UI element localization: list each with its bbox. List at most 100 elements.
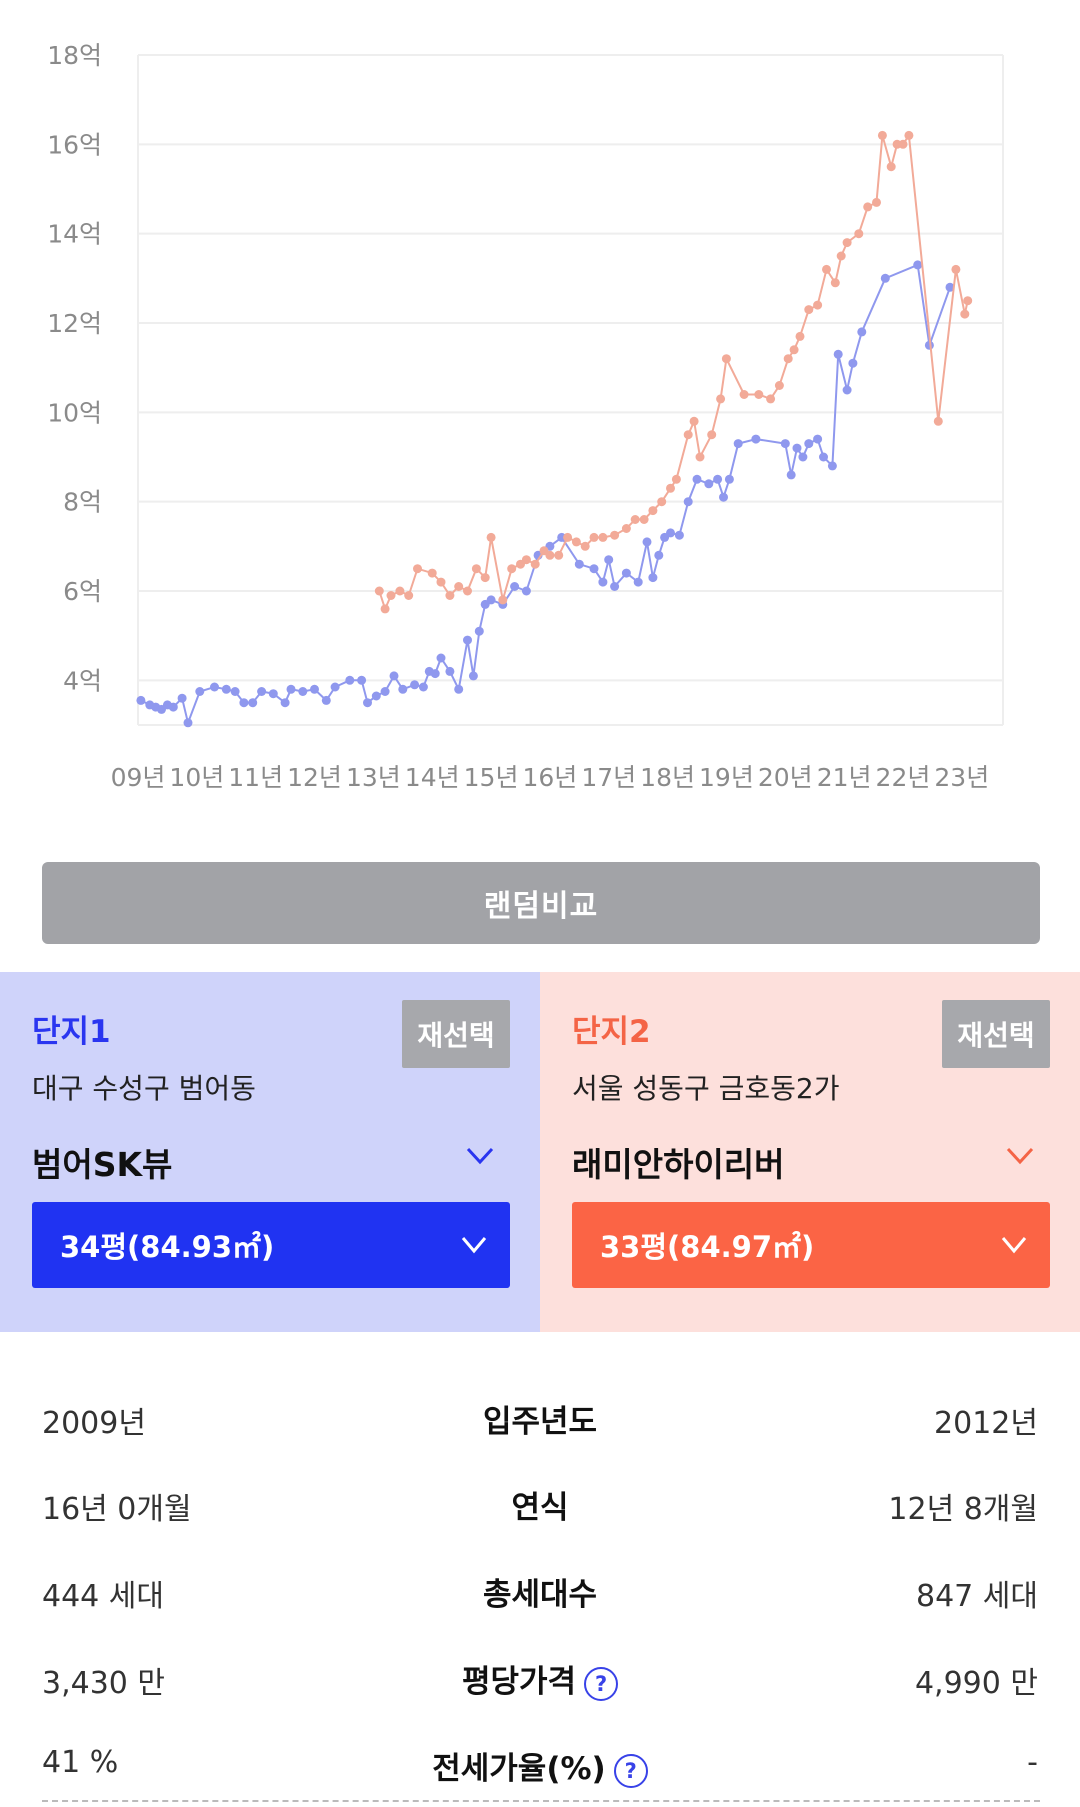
series-line-1 xyxy=(140,263,951,727)
compare-row-price-per-pyeong: 3,430 만 평당가격? 4,990 만 xyxy=(0,1646,1080,1706)
complex1-reselect-button[interactable]: 재선택 xyxy=(402,1000,510,1068)
data-point xyxy=(554,550,564,560)
complex2-value: - xyxy=(1027,1745,1038,1780)
data-point xyxy=(833,349,843,359)
data-point xyxy=(683,430,693,440)
data-point xyxy=(571,537,581,547)
complex2-reselect-button[interactable]: 재선택 xyxy=(942,1000,1050,1068)
data-point xyxy=(427,568,437,578)
random-compare-button[interactable]: 랜덤비교 xyxy=(42,862,1040,944)
x-tick-label: 17년 xyxy=(581,763,636,792)
x-axis-ticks: 09년 10년 11년 12년 13년 14년 15년 16년 17년 18년 19년 20년 21년 2… xyxy=(111,763,990,792)
complex2-size-select[interactable]: 33평(84.97㎡) xyxy=(572,1202,1050,1288)
data-point xyxy=(454,684,464,694)
data-point xyxy=(380,604,390,614)
data-point xyxy=(842,385,852,395)
row-label: 평당가격? xyxy=(0,1656,1080,1701)
help-icon[interactable]: ? xyxy=(613,1753,648,1788)
data-point xyxy=(580,541,590,551)
data-point xyxy=(330,682,340,692)
data-point xyxy=(357,675,367,685)
complex1-name[interactable]: 범어SK뷰 xyxy=(32,1145,173,1184)
data-point xyxy=(298,687,308,696)
data-point xyxy=(848,358,858,368)
row-label: 입주년도 xyxy=(482,1404,598,1440)
data-point xyxy=(310,684,319,694)
y-axis-ticks: 4억 6억 8억 10억 12억 14억 16억 18억 xyxy=(47,41,102,695)
data-point xyxy=(136,695,146,705)
data-point xyxy=(177,693,187,703)
chevron-down-icon[interactable] xyxy=(1005,1144,1035,1168)
x-tick-label: 23년 xyxy=(934,763,989,792)
data-point xyxy=(321,695,331,705)
x-tick-label: 09년 xyxy=(111,763,166,792)
data-point xyxy=(692,474,702,484)
data-point xyxy=(268,689,278,699)
data-point xyxy=(719,492,728,502)
data-point xyxy=(445,591,455,600)
data-point xyxy=(830,278,840,288)
data-point xyxy=(774,381,784,390)
complex2-name[interactable]: 래미안하이리버 xyxy=(572,1145,785,1184)
complex1-size-value: 34평(84.93㎡) xyxy=(60,1230,275,1264)
data-point xyxy=(836,251,846,261)
data-point xyxy=(813,300,823,310)
complex1-title: 단지1 xyxy=(32,1014,111,1050)
data-point xyxy=(786,470,796,480)
data-point xyxy=(454,582,464,591)
data-point xyxy=(754,390,764,399)
data-point xyxy=(410,680,420,690)
data-point xyxy=(633,577,643,587)
complex1-panel: 단지1 재선택 대구 수성구 범어동 범어SK뷰 34평(84.93㎡) xyxy=(0,972,540,1332)
x-tick-label: 13년 xyxy=(346,763,401,792)
data-point xyxy=(221,684,231,694)
data-point xyxy=(783,354,793,364)
complex2-value: 847 세대 xyxy=(916,1579,1038,1614)
complex1-value: 3,430 만 xyxy=(42,1666,166,1701)
data-point xyxy=(195,687,205,696)
y-tick-label: 18억 xyxy=(47,41,102,70)
data-point xyxy=(230,687,240,696)
data-point xyxy=(521,586,531,596)
chevron-down-icon[interactable] xyxy=(465,1144,495,1168)
data-point xyxy=(183,718,193,728)
data-point xyxy=(904,130,914,140)
data-point xyxy=(530,559,540,569)
data-point xyxy=(418,682,428,692)
help-icon[interactable]: ? xyxy=(584,1666,619,1701)
data-point xyxy=(689,416,699,426)
data-point xyxy=(898,139,908,149)
x-tick-label: 16년 xyxy=(522,763,577,792)
data-point xyxy=(886,162,896,172)
data-point xyxy=(804,439,814,449)
data-point xyxy=(739,390,749,399)
data-point xyxy=(474,626,484,636)
chart-series xyxy=(136,130,973,728)
x-tick-label: 10년 xyxy=(169,763,224,792)
data-point xyxy=(589,532,599,542)
data-point xyxy=(642,537,652,547)
y-tick-label: 14억 xyxy=(47,220,102,249)
data-point xyxy=(413,564,422,574)
complex1-size-select[interactable]: 34평(84.93㎡) xyxy=(32,1202,510,1288)
data-point xyxy=(510,582,520,591)
data-point xyxy=(574,559,584,569)
y-tick-label: 16억 xyxy=(47,130,102,159)
data-point xyxy=(933,416,943,426)
complex2-title: 단지2 xyxy=(572,1014,651,1050)
compare-row-households: 444 세대 총세대수 847 세대 xyxy=(0,1559,1080,1619)
data-point xyxy=(621,568,631,578)
x-tick-label: 19년 xyxy=(699,763,754,792)
data-point xyxy=(724,474,734,484)
data-point xyxy=(589,564,599,574)
data-point xyxy=(671,474,681,484)
compare-row-age: 16년 0개월 연식 12년 8개월 xyxy=(0,1472,1080,1532)
data-point xyxy=(648,506,658,516)
data-point xyxy=(480,573,490,583)
data-point xyxy=(877,130,887,140)
y-tick-label: 12억 xyxy=(47,309,102,338)
data-point xyxy=(683,497,693,507)
data-point xyxy=(598,577,608,587)
data-point xyxy=(654,550,664,560)
data-point xyxy=(386,591,396,600)
